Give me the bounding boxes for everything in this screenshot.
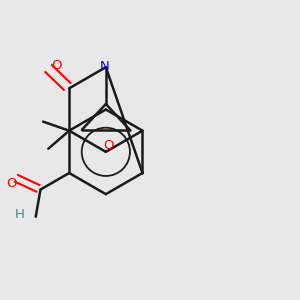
Text: H: H (15, 208, 25, 221)
Text: O: O (7, 177, 17, 190)
Text: N: N (100, 60, 110, 73)
Text: O: O (52, 59, 62, 72)
Text: O: O (103, 139, 114, 152)
